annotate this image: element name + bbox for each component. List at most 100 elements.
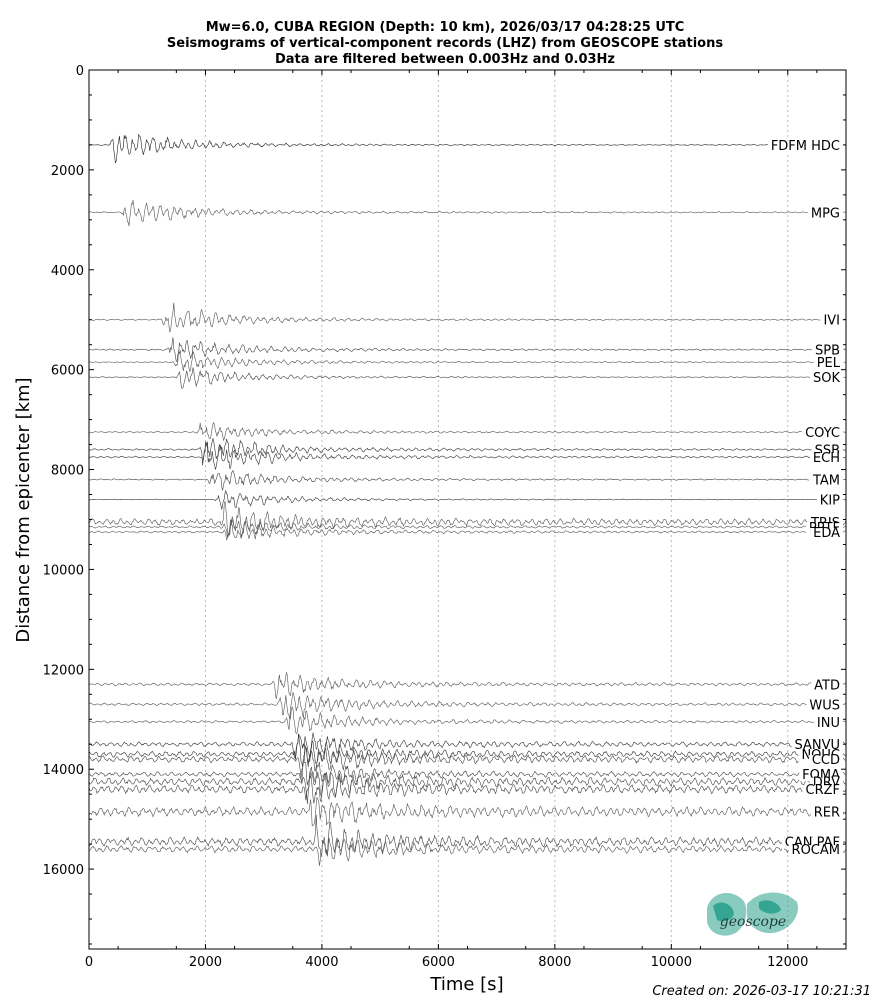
y-tick-label-8000: 8000 (51, 464, 84, 479)
trace-ech (88, 441, 846, 470)
station-label-bg-ssb (811, 445, 843, 457)
station-label-pel: PEL (817, 356, 841, 371)
trace-eda (88, 519, 846, 541)
station-label-bg-drv (809, 777, 844, 789)
trace-sanvu (88, 732, 847, 760)
station-label-bg-ivi (820, 315, 843, 327)
trace-tam (88, 469, 846, 491)
trace-mpg (88, 200, 846, 227)
trace-rocam (88, 837, 847, 866)
station-label-sok: SOK (813, 371, 840, 386)
station-label-rocam: ROCAM (792, 843, 840, 858)
station-label-bg-spb (811, 345, 843, 357)
station-label-tam: TAM (812, 474, 840, 489)
station-label-coyc: COYC (805, 426, 840, 441)
station-label-eda: EDA (813, 526, 840, 541)
station-label-bg-kip (816, 495, 844, 507)
logo-continent-shape (713, 900, 781, 922)
station-label-bg-can-paf (781, 837, 843, 849)
station-labels: FDFM HDCMPGIVISPBPELSOKCOYCSSBECHTAMKIPT… (767, 139, 844, 858)
y-tick-label-4000: 4000 (51, 264, 84, 279)
x-tick-label-6000: 6000 (422, 955, 455, 970)
trace-kip (89, 489, 846, 510)
y-tick-label-16000: 16000 (43, 863, 84, 878)
y-tick-label-12000: 12000 (43, 663, 84, 678)
station-label-mpg: MPG (811, 206, 840, 221)
chart-title-line-3: Data are filtered between 0.003Hz and 0.… (275, 52, 615, 67)
trace-atd (88, 671, 847, 700)
station-label-bg-rocam (788, 845, 843, 857)
station-label-crzf: CRZF (806, 783, 841, 798)
trace-sok (88, 367, 846, 389)
trace-ccd (89, 745, 846, 778)
station-label-sanvu: SANVU (794, 738, 840, 753)
station-label-fdfm-hdc: FDFM HDC (771, 139, 840, 154)
trace-tris (88, 501, 847, 536)
plot-frame (88, 69, 847, 950)
y-tick-label-0: 0 (76, 64, 84, 79)
station-label-bg-crzf (802, 785, 843, 797)
station-label-bg-coyc (802, 428, 843, 440)
station-label-wus: WUS (809, 698, 840, 713)
y-axis-label: Distance from epicenter [km] (13, 377, 34, 642)
trace-inu (88, 706, 846, 735)
station-label-bg-sok (809, 373, 844, 385)
y-tick-label-2000: 2000 (51, 164, 84, 179)
x-tick-label-10000: 10000 (651, 955, 692, 970)
station-label-rer: RER (814, 806, 840, 821)
logo-text: geoscope (720, 914, 786, 930)
station-label-atd: ATD (814, 678, 840, 693)
trace-rer (88, 797, 847, 827)
axis-ticks: 0 2000 4000 6000 8000 10000 12000 0 2000 4000 6000… (43, 64, 846, 970)
trace-spb (88, 337, 846, 362)
station-label-bg-atd (811, 680, 843, 692)
station-label-bg-mpg (807, 208, 843, 220)
x-axis-label: Time [s] (429, 974, 503, 995)
station-label-bg-pel (813, 358, 844, 370)
x-tick-label-0: 0 (85, 955, 93, 970)
trace-ssb (88, 438, 846, 466)
station-label-bg-ccd (808, 755, 843, 767)
station-label-ccd: CCD (812, 753, 840, 768)
station-label-bg-fdfm-hdc (767, 140, 843, 152)
chart-title-line-2: Seismograms of vertical-component record… (167, 36, 723, 51)
trace-coyc (88, 421, 846, 442)
station-label-bg-sanvu (791, 740, 843, 752)
station-label-ech: ECH (813, 451, 840, 466)
y-tick-label-6000: 6000 (51, 364, 84, 379)
y-tick-label-10000: 10000 (43, 563, 84, 578)
x-tick-label-4000: 4000 (305, 955, 338, 970)
chart-title-line-1: Mw=6.0, CUBA REGION (Depth: 10 km), 2026… (206, 20, 685, 35)
station-label-bg-tam (808, 475, 843, 487)
station-label-ivi: IVI (823, 314, 840, 329)
station-label-kip: KIP (820, 494, 840, 509)
x-tick-label-2000: 2000 (189, 955, 222, 970)
vertical-grid (204, 70, 789, 949)
trace-foma (88, 760, 846, 786)
plot-area-background (89, 70, 846, 949)
station-label-bg-inu (813, 717, 843, 729)
created-timestamp: Created on: 2026-03-17 10:21:31 (652, 984, 871, 999)
trace-pptf (88, 519, 846, 538)
seismogram-traces (88, 134, 847, 866)
trace-nouc (88, 734, 846, 767)
station-label-bg-rer (810, 807, 843, 819)
trace-ivi (88, 302, 846, 333)
trace-wus (88, 692, 847, 720)
station-label-bg-wus (806, 700, 843, 712)
station-label-inu: INU (817, 716, 840, 731)
station-label-bg-eda (810, 527, 844, 539)
trace-crzf (88, 771, 847, 804)
x-tick-label-12000: 12000 (767, 955, 808, 970)
station-label-bg-foma (799, 770, 844, 782)
geoscope-logo: geoscope (707, 892, 799, 936)
trace-drv (88, 766, 846, 805)
trace-fdfm-hdc (88, 134, 846, 164)
y-tick-label-14000: 14000 (43, 763, 84, 778)
trace-can-paf (88, 814, 847, 857)
station-label-bg-ech (809, 453, 843, 465)
trace-pel (88, 349, 846, 373)
x-tick-label-8000: 8000 (538, 955, 571, 970)
station-label-spb: SPB (815, 344, 840, 359)
